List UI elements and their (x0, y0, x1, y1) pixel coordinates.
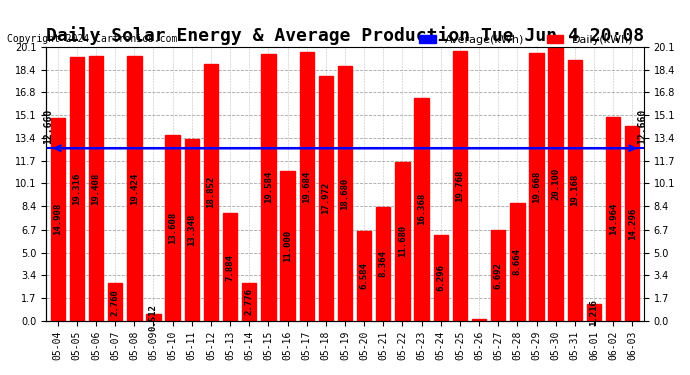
Text: 19.168: 19.168 (571, 174, 580, 206)
Text: 14.964: 14.964 (609, 203, 618, 235)
Bar (50, 118, 65, 321)
Bar (453, 51, 467, 321)
Bar (606, 117, 620, 321)
Text: 14.908: 14.908 (53, 203, 62, 236)
Text: 8.664: 8.664 (513, 248, 522, 275)
Text: 12.660: 12.660 (637, 109, 647, 144)
Text: 16.368: 16.368 (417, 193, 426, 225)
Bar (529, 53, 544, 321)
Text: 18.852: 18.852 (206, 176, 215, 209)
Bar (262, 54, 275, 321)
Bar (376, 207, 391, 321)
Bar (108, 283, 122, 321)
Text: 19.684: 19.684 (302, 171, 311, 203)
Text: 1.216: 1.216 (589, 299, 598, 326)
Bar (491, 230, 505, 321)
Text: 6.692: 6.692 (494, 262, 503, 289)
Title: Daily Solar Energy & Average Production Tue Jun 4 20:08: Daily Solar Energy & Average Production … (46, 26, 644, 45)
Bar (433, 235, 448, 321)
Text: 12.660: 12.660 (43, 109, 53, 144)
Text: 19.408: 19.408 (92, 172, 101, 205)
Text: 20.100: 20.100 (551, 168, 560, 200)
Text: 2.760: 2.760 (110, 289, 119, 315)
Text: 19.668: 19.668 (532, 171, 541, 203)
Text: 6.584: 6.584 (359, 262, 368, 290)
Bar (223, 213, 237, 321)
Bar (568, 60, 582, 321)
Text: 11.680: 11.680 (398, 225, 407, 257)
Bar (319, 76, 333, 321)
Bar (166, 135, 180, 321)
Bar (357, 231, 371, 321)
Text: Copyright 2024 Cartronics.com: Copyright 2024 Cartronics.com (7, 34, 177, 44)
Bar (70, 57, 84, 321)
Bar (280, 171, 295, 321)
Bar (510, 203, 524, 321)
Text: 2.776: 2.776 (245, 288, 254, 315)
Bar (89, 56, 104, 321)
Text: 19.316: 19.316 (72, 173, 81, 206)
Bar (415, 98, 428, 321)
Legend: Average(kWh), Daily(kWh): Average(kWh), Daily(kWh) (415, 30, 638, 49)
Text: 0.512: 0.512 (149, 304, 158, 331)
Bar (338, 66, 352, 321)
Bar (299, 53, 314, 321)
Text: 19.768: 19.768 (455, 170, 464, 202)
Text: 19.584: 19.584 (264, 171, 273, 204)
Text: 14.296: 14.296 (628, 207, 637, 240)
Bar (204, 64, 218, 321)
Bar (395, 162, 410, 321)
Bar (127, 56, 141, 321)
Text: 7.884: 7.884 (226, 254, 235, 280)
Bar (146, 314, 161, 321)
Bar (586, 304, 601, 321)
Text: 17.972: 17.972 (322, 182, 331, 214)
Text: 13.608: 13.608 (168, 212, 177, 244)
Bar (185, 139, 199, 321)
Text: 8.364: 8.364 (379, 251, 388, 277)
Text: 13.348: 13.348 (187, 214, 196, 246)
Bar (549, 47, 563, 321)
Bar (242, 283, 257, 321)
Bar (625, 126, 640, 321)
Text: 11.000: 11.000 (283, 230, 292, 262)
Text: 18.680: 18.680 (340, 177, 350, 210)
Text: 19.424: 19.424 (130, 172, 139, 205)
Bar (472, 320, 486, 321)
Text: 6.296: 6.296 (436, 264, 445, 291)
